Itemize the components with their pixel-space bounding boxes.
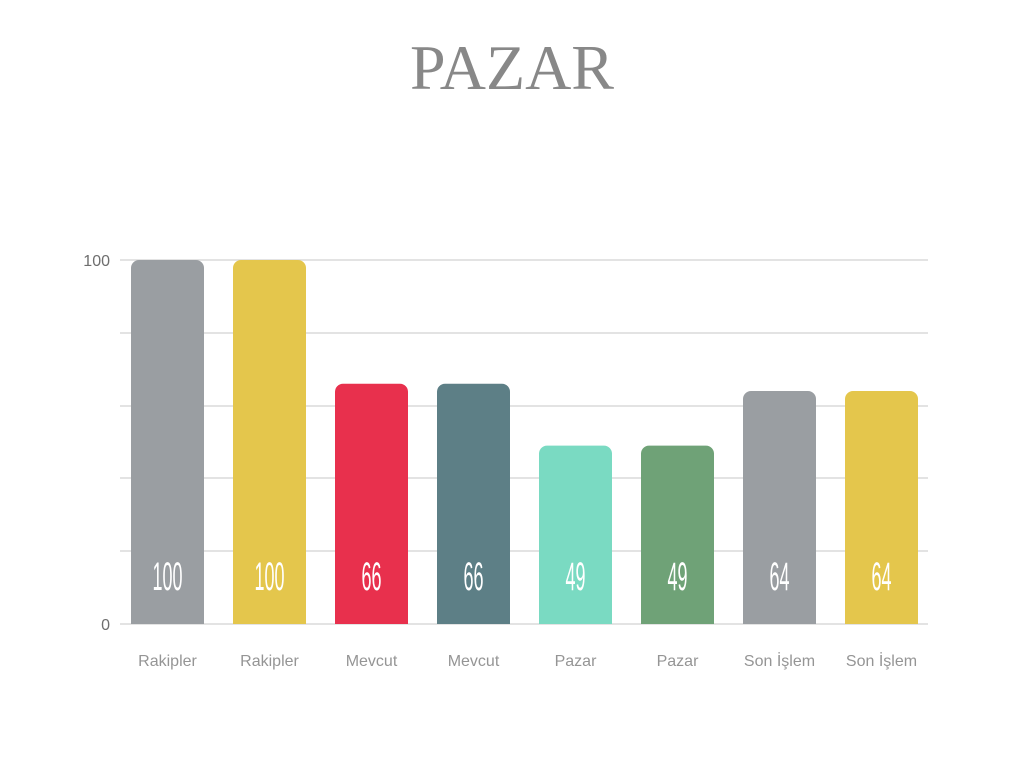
x-tick-label-7: Son İşlem xyxy=(744,651,815,670)
y-axis-labels: 0 100 xyxy=(83,253,110,634)
bar-1 xyxy=(131,260,204,624)
bar-7 xyxy=(743,391,816,624)
bar-4 xyxy=(437,383,510,624)
data-label-6: 49 xyxy=(668,555,688,599)
bar-3 xyxy=(335,383,408,624)
data-label-5: 49 xyxy=(566,555,586,599)
x-tick-label-2: Rakipler xyxy=(240,653,299,670)
bar-5 xyxy=(539,445,612,624)
x-tick-label-4: Mevcut xyxy=(448,653,500,670)
data-label-7: 64 xyxy=(770,555,790,599)
y-tick-label-100: 100 xyxy=(83,253,110,270)
bars xyxy=(131,260,918,624)
x-tick-label-5: Pazar xyxy=(555,653,597,670)
x-tick-label-3: Mevcut xyxy=(346,653,398,670)
x-axis-labels: Rakipler Rakipler Mevcut Mevcut Pazar Pazar So… xyxy=(138,651,917,670)
bar-6 xyxy=(641,445,714,624)
data-label-8: 64 xyxy=(872,555,892,599)
data-labels: 100 100 66 66 49 49 64 64 xyxy=(153,555,892,599)
chart-title: PAZAR xyxy=(410,32,614,103)
y-tick-label-0: 0 xyxy=(101,617,110,634)
data-label-3: 66 xyxy=(362,555,382,599)
data-label-2: 100 xyxy=(255,555,285,599)
x-tick-label-1: Rakipler xyxy=(138,653,197,670)
bar-8 xyxy=(845,391,918,624)
data-label-1: 100 xyxy=(153,555,183,599)
data-label-4: 66 xyxy=(464,555,484,599)
x-tick-label-6: Pazar xyxy=(657,653,699,670)
bar-2 xyxy=(233,260,306,624)
x-tick-label-8: Son İşlem xyxy=(846,651,917,670)
